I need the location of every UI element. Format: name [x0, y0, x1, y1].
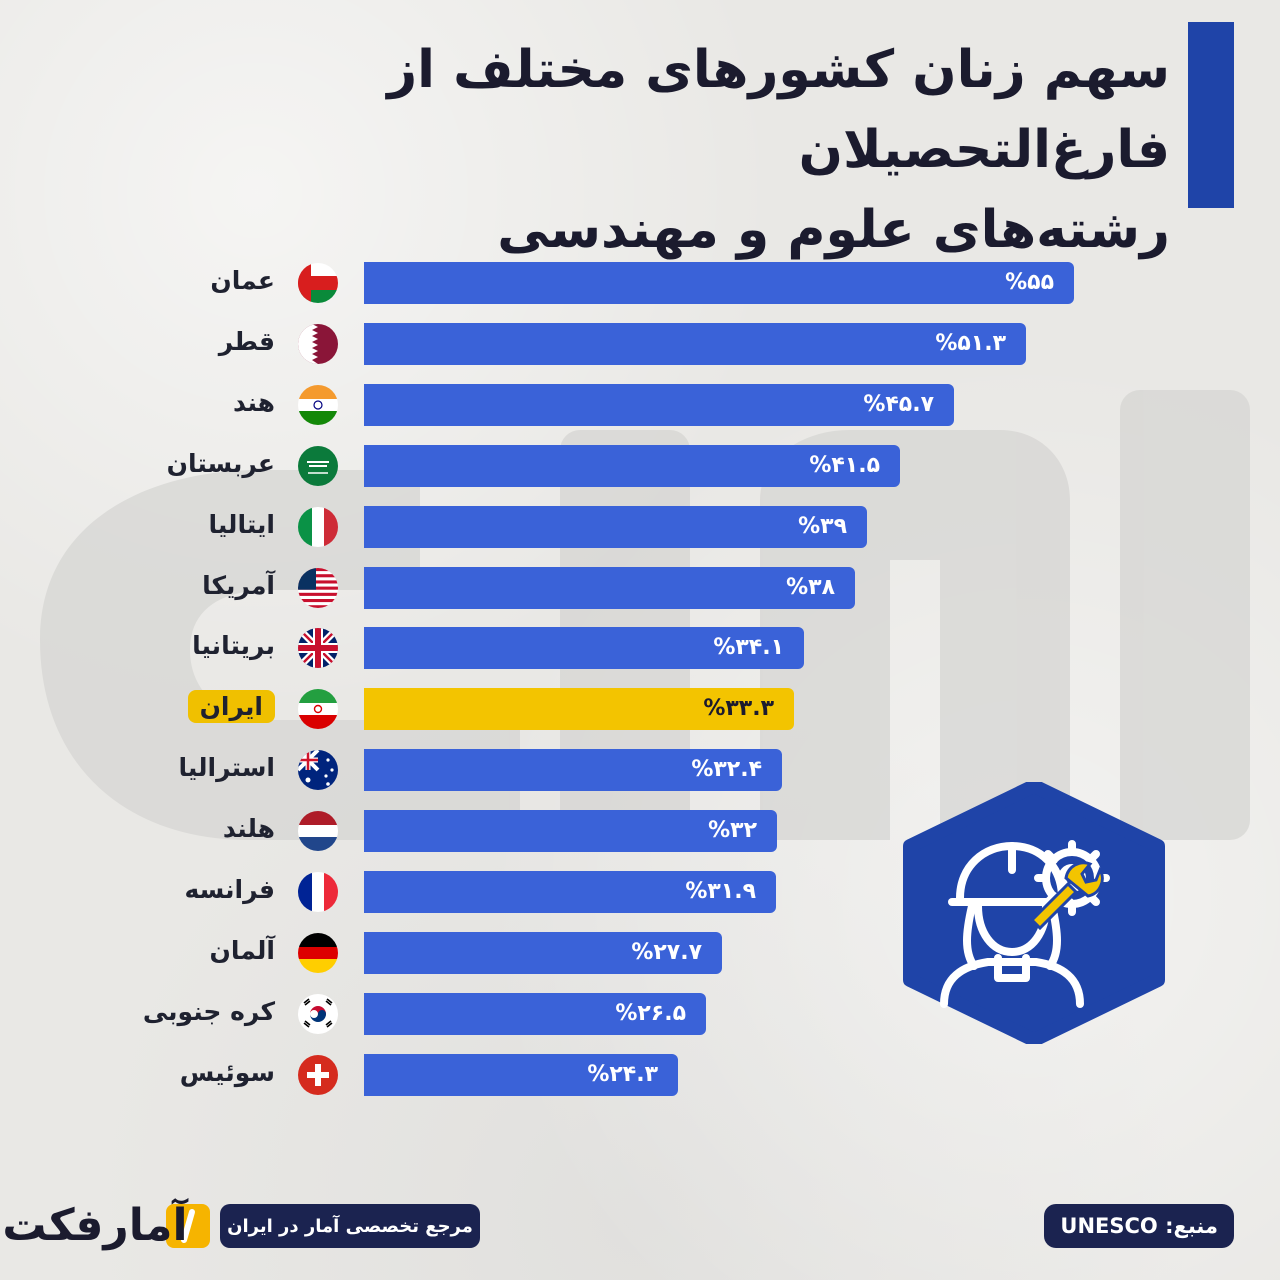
brand-logo-mark-icon	[166, 1204, 210, 1248]
category-label: آلمان	[209, 935, 275, 965]
switzerland-flag-icon	[298, 1054, 338, 1095]
category-label: ایران	[187, 690, 275, 724]
title-accent-bar	[1188, 22, 1234, 208]
category-label: بریتانیا	[192, 631, 275, 661]
bar-8	[364, 749, 782, 792]
bar-value-label: %۳۸	[786, 574, 835, 600]
bar-value-label: %۵۱.۳	[935, 330, 1006, 356]
category-label: قطر	[218, 326, 275, 356]
category-label: ایتالیا	[208, 509, 275, 539]
title-line-2: رشته‌های علوم و مهندسی	[497, 200, 1170, 260]
reference-text: مرجع تخصصی آمار در ایران	[227, 1215, 473, 1237]
category-label: کره جنوبی	[142, 996, 275, 1026]
italy-flag-icon	[298, 506, 338, 547]
bar-value-label: %۲۷.۷	[631, 939, 702, 965]
bar-7	[364, 688, 794, 731]
bar-value-label: %۳۳.۳	[703, 696, 774, 722]
reference-badge: مرجع تخصصی آمار در ایران	[220, 1204, 480, 1248]
germany-flag-icon	[298, 932, 338, 973]
category-label: استرالیا	[178, 753, 275, 783]
usa-flag-icon	[298, 567, 338, 608]
category-label: آمریکا	[202, 570, 275, 600]
bar-value-label: %۲۴.۳	[587, 1061, 658, 1087]
brand-logo-text: آمارفکت	[2, 1199, 188, 1251]
bar-value-label: %۴۵.۷	[863, 391, 934, 417]
page-title: سهم زنان کشورهای مختلف از فارغ‌التحصیلان…	[70, 30, 1170, 270]
category-label: عربستان	[166, 448, 275, 478]
bar-value-label: %۳۲.۴	[691, 757, 762, 783]
bar-value-label: %۳۲	[708, 818, 757, 844]
category-label: سوئیس	[179, 1057, 275, 1087]
south-korea-flag-icon	[298, 993, 338, 1034]
qatar-flag-icon	[298, 323, 338, 364]
india-flag-icon	[298, 384, 338, 425]
bar-chart: %۵۵ عمان %۵۱.۳ قطر %۴۵.۷ هند %۴۱.۵ عربستان %۳۹ ای…	[142, 262, 1074, 1096]
bar-5	[364, 566, 855, 609]
bar-value-label: %۳۱.۹	[685, 879, 756, 904]
bar-10	[364, 871, 776, 913]
bar-1	[364, 322, 1026, 365]
bar-4	[364, 505, 867, 548]
bar-9	[364, 810, 777, 853]
bar-12	[364, 992, 706, 1035]
category-label: هلند	[222, 814, 275, 844]
iran-flag-icon	[298, 689, 338, 730]
oman-flag-icon	[298, 263, 338, 303]
category-label: هند	[233, 387, 275, 417]
france-flag-icon	[298, 872, 338, 912]
category-label: فرانسه	[184, 875, 275, 904]
bar-6	[364, 627, 804, 670]
brand-logo: آمارفکت	[2, 1196, 187, 1254]
bar-11	[364, 931, 722, 974]
netherlands-flag-icon	[298, 811, 338, 852]
bar-value-label: %۴۱.۵	[809, 452, 880, 478]
title-line-1: سهم زنان کشورهای مختلف از فارغ‌التحصیلان	[387, 40, 1170, 180]
source-badge: منبع: UNESCO	[1044, 1204, 1234, 1248]
bar-3	[364, 444, 900, 487]
category-label: عمان	[210, 266, 275, 295]
australia-flag-icon	[298, 750, 338, 791]
bar-0	[364, 262, 1074, 304]
female-engineer-icon	[903, 782, 1165, 1044]
bar-13	[364, 1053, 678, 1096]
source-text: منبع: UNESCO	[1060, 1214, 1218, 1238]
bar-value-label: %۲۶.۵	[615, 1000, 686, 1026]
saudi-flag-icon	[298, 445, 338, 486]
uk-flag-icon	[298, 628, 338, 669]
bar-2	[364, 383, 954, 426]
bar-value-label: %۳۴.۱	[713, 635, 784, 661]
bar-value-label: %۳۹	[798, 513, 847, 539]
bar-value-label: %۵۵	[1005, 270, 1054, 295]
